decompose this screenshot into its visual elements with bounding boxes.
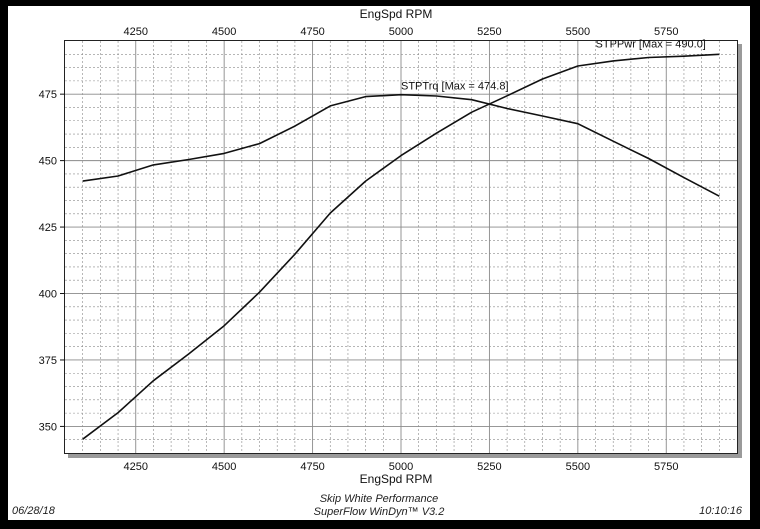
dyno-chart: 350 375 400 425 450 475 4250 4250 4500 4500 4750 47…: [39, 7, 737, 486]
x-tick-label-top: 4750: [300, 26, 324, 38]
x-axis-title-top: EngSpd RPM: [360, 7, 433, 21]
y-tick-label: 450: [39, 156, 57, 168]
x-tick-label-bottom: 5750: [654, 461, 678, 473]
series-lines: [82, 53, 720, 440]
grid-lines: [65, 41, 737, 453]
tick-marks: [60, 93, 65, 427]
x-tick-label-bottom: 5500: [566, 461, 590, 473]
y-tick-label: 350: [39, 421, 57, 433]
series-label-stptrq: STPTrq [Max = 474.8]: [401, 81, 509, 93]
y-tick-label: 375: [39, 355, 57, 367]
x-tick-label-top: 5000: [389, 26, 413, 38]
x-tick-label-top: 4500: [212, 26, 236, 38]
dyno-sheet: 350 375 400 425 450 475 4250 4250 4500 4500 4750 47…: [8, 6, 750, 520]
x-axis-title-bottom: EngSpd RPM: [360, 472, 433, 486]
x-tick-label-bottom: 4750: [300, 461, 324, 473]
y-tick-label: 400: [39, 289, 57, 301]
footer-software: SuperFlow WinDyn™ V3.2: [313, 506, 445, 518]
x-tick-label-bottom: 4250: [123, 461, 147, 473]
footer-time: 10:10:16: [699, 505, 742, 517]
axis-tick-labels: 350 375 400 425 450 475 4250 4250 4500 4500 4750 47…: [39, 26, 679, 473]
y-tick-label: 475: [39, 89, 57, 101]
x-tick-label-bottom: 5250: [477, 461, 501, 473]
footer-date: 06/28/18: [12, 505, 55, 517]
x-tick-label-bottom: 5000: [389, 461, 413, 473]
x-tick-label-top: 5250: [477, 26, 501, 38]
series-line-stptrq: [82, 93, 720, 197]
series-line-stppwr: [82, 53, 720, 440]
x-tick-label-top: 4250: [123, 26, 147, 38]
x-tick-label-bottom: 4500: [212, 461, 236, 473]
footer-company: Skip White Performance: [319, 493, 439, 505]
x-tick-label-top: 5750: [654, 26, 678, 38]
y-tick-label: 425: [39, 222, 57, 234]
series-label-stppwr: STPPwr [Max = 490.0]: [596, 38, 706, 50]
x-tick-label-top: 5500: [566, 26, 590, 38]
